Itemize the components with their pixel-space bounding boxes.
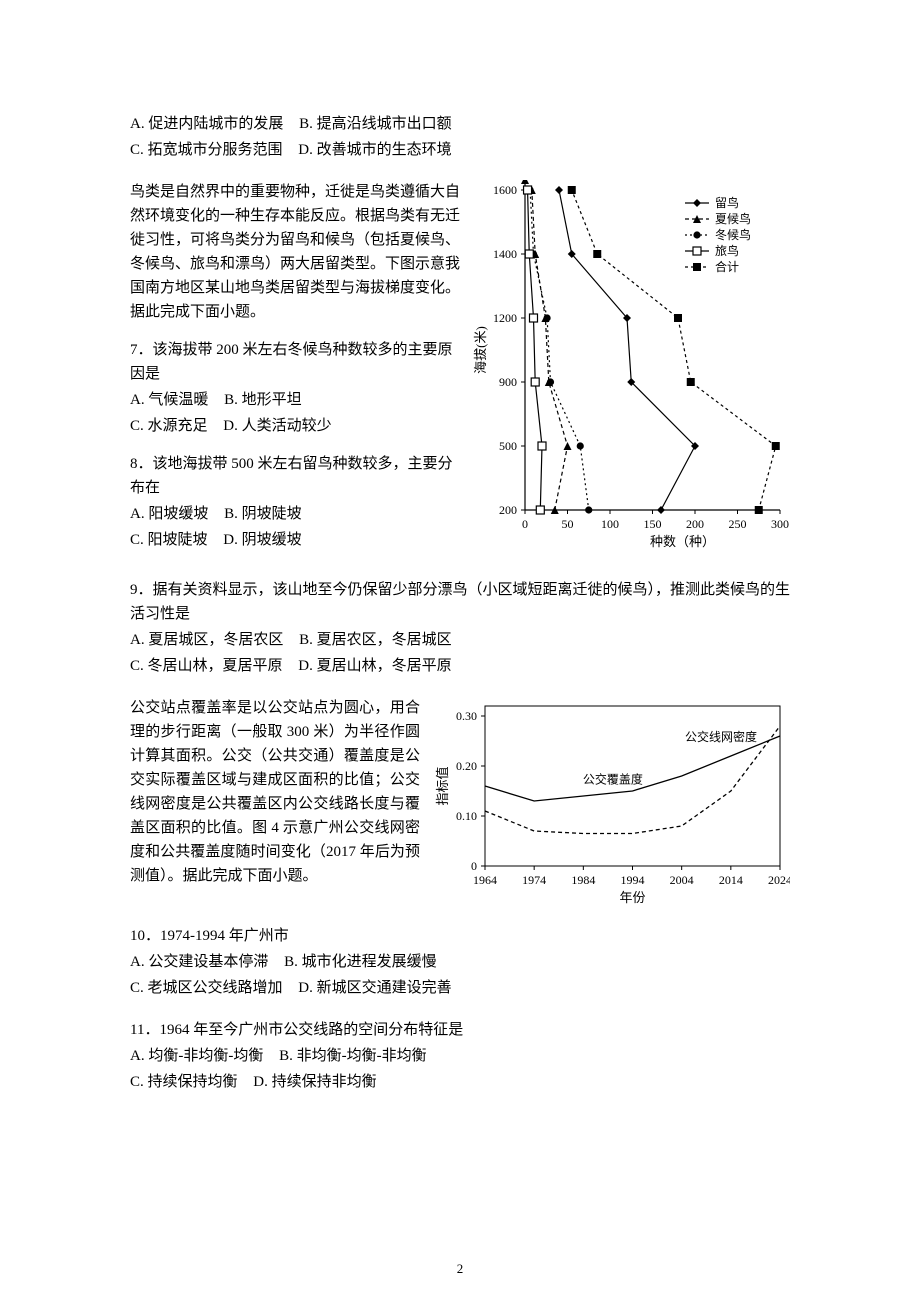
svg-text:300: 300 xyxy=(771,517,789,531)
q-prev-opt-b: B. 提高沿线城市出口额 xyxy=(299,112,452,136)
q10-opt-a: A. 公交建设基本停滞 xyxy=(130,950,268,974)
q8-opt-c: C. 阳坡陡坡 xyxy=(130,528,208,552)
q9-opt-a: A. 夏居城区，冬居农区 xyxy=(130,628,283,652)
q11-opt-c: C. 持续保持均衡 xyxy=(130,1070,238,1094)
q11-opt-b: B. 非均衡-均衡-非均衡 xyxy=(279,1044,427,1068)
svg-text:冬候鸟: 冬候鸟 xyxy=(715,227,751,242)
svg-text:1200: 1200 xyxy=(493,311,517,325)
svg-text:150: 150 xyxy=(644,517,662,531)
svg-text:合计: 合计 xyxy=(715,259,739,274)
svg-text:公交覆盖度: 公交覆盖度 xyxy=(583,772,643,787)
svg-text:500: 500 xyxy=(499,439,517,453)
q8-opt-b: B. 阴坡陡坡 xyxy=(224,502,302,526)
svg-text:0: 0 xyxy=(471,859,477,873)
q10-section: 10．1974-1994 年广州市 A. 公交建设基本停滞 B. 城市化进程发展… xyxy=(130,924,790,1000)
bus-chart-container: 1964 1974 1984 1994 2004 2014 2024 0 0.10 0.20 0.3… xyxy=(430,696,790,906)
svg-text:1400: 1400 xyxy=(493,247,517,261)
q9-text: 9．据有关资料显示，该山地至今仍保留少部分漂鸟（小区域短距离迁徙的候鸟），推测此… xyxy=(130,578,790,626)
svg-text:200: 200 xyxy=(686,517,704,531)
bus-section: 1964 1974 1984 1994 2004 2014 2024 0 0.10 0.20 0.3… xyxy=(130,696,790,906)
svg-text:留鸟: 留鸟 xyxy=(715,195,739,210)
svg-text:900: 900 xyxy=(499,375,517,389)
q7-opt-a: A. 气候温暖 xyxy=(130,388,208,412)
svg-text:种数（种）: 种数（种） xyxy=(650,534,715,549)
svg-text:指标值: 指标值 xyxy=(435,766,450,805)
svg-text:200: 200 xyxy=(499,503,517,517)
svg-text:0.10: 0.10 xyxy=(456,809,477,823)
q-prev-options: A. 促进内陆城市的发展 B. 提高沿线城市出口额 C. 拓宽城市分服务范围 D… xyxy=(130,112,790,162)
q11-text: 11．1964 年至今广州市公交线路的空间分布特征是 xyxy=(130,1018,790,1042)
birds-section: 0 50 100 150 200 250 300 200 500 900 1200 1400 1600 种… xyxy=(130,180,790,560)
svg-text:0.20: 0.20 xyxy=(456,759,477,773)
q-prev-opt-c: C. 拓宽城市分服务范围 xyxy=(130,138,283,162)
svg-text:50: 50 xyxy=(562,517,574,531)
svg-text:1984: 1984 xyxy=(571,873,595,887)
q11-opt-a: A. 均衡-非均衡-均衡 xyxy=(130,1044,263,1068)
q8-opt-a: A. 阳坡缓坡 xyxy=(130,502,208,526)
svg-text:0: 0 xyxy=(522,517,528,531)
q7-opt-d: D. 人类活动较少 xyxy=(223,414,331,438)
q11-opt-d: D. 持续保持非均衡 xyxy=(253,1070,376,1094)
bus-chart: 1964 1974 1984 1994 2004 2014 2024 0 0.10 0.20 0.3… xyxy=(430,696,790,906)
q9-opt-b: B. 夏居农区，冬居城区 xyxy=(299,628,452,652)
svg-text:2004: 2004 xyxy=(670,873,694,887)
svg-text:1974: 1974 xyxy=(522,873,546,887)
q10-text: 10．1974-1994 年广州市 xyxy=(130,924,790,948)
q10-opt-b: B. 城市化进程发展缓慢 xyxy=(284,950,437,974)
q7-opt-c: C. 水源充足 xyxy=(130,414,208,438)
q-prev-opt-a: A. 促进内陆城市的发展 xyxy=(130,112,283,136)
page-number: 2 xyxy=(0,1259,920,1280)
svg-text:1964: 1964 xyxy=(473,873,497,887)
svg-text:年份: 年份 xyxy=(619,890,645,905)
q7-opt-b: B. 地形平坦 xyxy=(224,388,302,412)
svg-text:1994: 1994 xyxy=(621,873,645,887)
svg-text:海拔(米): 海拔(米) xyxy=(473,326,488,374)
svg-text:2014: 2014 xyxy=(719,873,743,887)
q9-opt-d: D. 夏居山林，冬居平原 xyxy=(298,654,451,678)
q8-opt-d: D. 阴坡缓坡 xyxy=(223,528,301,552)
q-prev-opt-d: D. 改善城市的生态环境 xyxy=(298,138,451,162)
svg-text:1600: 1600 xyxy=(493,183,517,197)
svg-text:公交线网密度: 公交线网密度 xyxy=(685,729,757,744)
svg-text:100: 100 xyxy=(601,517,619,531)
q10-opt-c: C. 老城区公交线路增加 xyxy=(130,976,283,1000)
bird-chart-container: 0 50 100 150 200 250 300 200 500 900 1200 1400 1600 种… xyxy=(470,180,790,560)
svg-text:夏候鸟: 夏候鸟 xyxy=(715,211,751,226)
bird-chart: 0 50 100 150 200 250 300 200 500 900 1200 1400 1600 种… xyxy=(470,180,790,560)
q11-section: 11．1964 年至今广州市公交线路的空间分布特征是 A. 均衡-非均衡-均衡 … xyxy=(130,1018,790,1094)
q9-section: 9．据有关资料显示，该山地至今仍保留少部分漂鸟（小区域短距离迁徙的候鸟），推测此… xyxy=(130,578,790,678)
svg-text:2024: 2024 xyxy=(768,873,790,887)
svg-text:旅鸟: 旅鸟 xyxy=(715,243,739,258)
q9-opt-c: C. 冬居山林，夏居平原 xyxy=(130,654,283,678)
q10-opt-d: D. 新城区交通建设完善 xyxy=(298,976,451,1000)
svg-text:0.30: 0.30 xyxy=(456,709,477,723)
svg-text:250: 250 xyxy=(729,517,747,531)
